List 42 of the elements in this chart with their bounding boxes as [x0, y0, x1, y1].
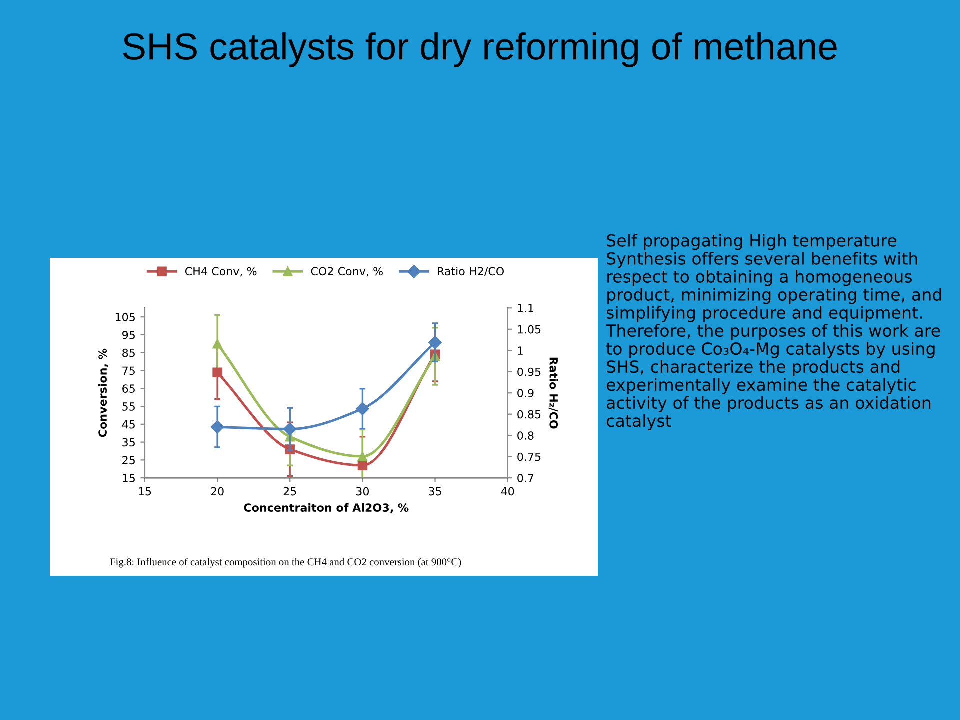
legend-label: CO2 Conv, %	[311, 267, 383, 277]
y2-tick-label: 1.1	[518, 304, 534, 312]
point	[428, 336, 442, 350]
y-tick-label: 75	[122, 366, 135, 376]
y2-tick-label: 1	[518, 346, 523, 355]
y-tick-label: 35	[122, 438, 135, 447]
y-tick-label: 95	[122, 330, 135, 340]
y-axis-title: Conversion, %	[98, 348, 108, 438]
point	[212, 368, 222, 378]
chart-title: SHS catalysts for dry reforming of methane	[123, 32, 837, 68]
y-tick-label: 65	[122, 384, 135, 394]
y-tick-label: 45	[122, 420, 135, 429]
y2-tick-label: 0.9	[518, 389, 534, 398]
y2-axis-title: Ratio H₂/CO	[548, 358, 558, 429]
y-tick-label: 105	[116, 313, 135, 322]
x-axis-title: Concentraiton of Al2O3, %	[244, 503, 409, 514]
point	[358, 460, 368, 470]
text: Self propagating High temperature Synthesis offers several benefits with respect to obtaining a homogeneous product, minimizing operating time, and simplifying procedure and equipment. Therefore, the purposes of this work are to produce Co₃O₄-Mg catalysts by using SHS, characterize the products and experimentally examine the catalytic activity of the products as an oxidation catalyst	[606, 234, 942, 430]
point	[284, 422, 297, 436]
x-tick-label: 15	[139, 487, 152, 496]
x-tick-label: 35	[429, 487, 442, 496]
y2-tick-label: 0.7	[518, 474, 534, 482]
x-tick-label: 25	[284, 487, 296, 496]
y2-tick-label: 0.8	[518, 432, 534, 440]
y2-tick-label: 0.75	[518, 452, 541, 462]
x-tick-label: 40	[501, 487, 514, 496]
point	[356, 402, 370, 416]
x-tick-label: 20	[211, 487, 224, 496]
y-tick-label: 85	[122, 348, 135, 358]
y-tick-label: 25	[122, 456, 135, 465]
y-tick-label: 55	[122, 402, 135, 411]
y2-tick-label: 0.85	[518, 410, 541, 419]
legend-label: Ratio H2/CO	[438, 267, 504, 276]
x-tick-label: 30	[356, 487, 370, 496]
point	[358, 452, 368, 462]
y-tick-label: 15	[123, 474, 135, 482]
point	[210, 420, 224, 434]
point	[212, 339, 222, 349]
caption: Fig.8: Influence of catalyst composition on the CH4 and CO2 conversion (at 900°C)	[110, 558, 462, 568]
y2-tick-label: 0.95	[518, 368, 541, 376]
legend-label: CH4 Conv, %	[185, 267, 257, 277]
y2-tick-label: 1.05	[518, 325, 541, 334]
